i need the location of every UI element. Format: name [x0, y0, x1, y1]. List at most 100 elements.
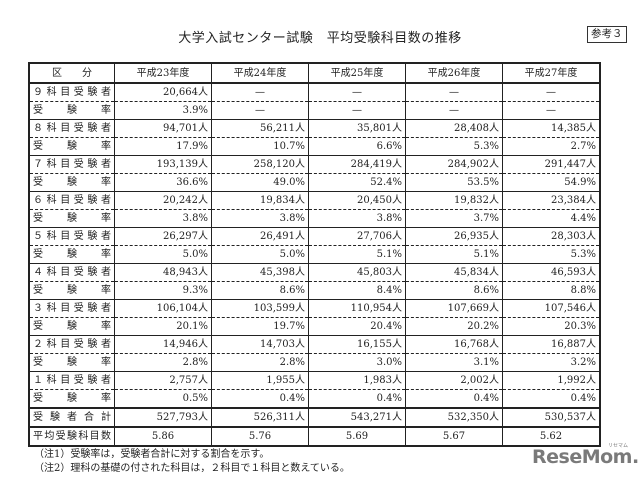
table-cell: — [502, 82, 601, 102]
table-cell: 5.3% [405, 137, 503, 156]
table-cell: 16,155人 [308, 335, 406, 354]
header-h23: 平成23年度 [114, 63, 212, 84]
row-label: ５科目受験者 [28, 227, 115, 246]
table-row: 受験率 36.6% 49.0% 52.4% 53.5% 54.9% [28, 173, 601, 192]
table-cell: 526,311人 [211, 407, 309, 427]
table-cell: 27,706人 [308, 227, 406, 246]
table-cell: 9.3% [114, 281, 212, 300]
table-cell: 2.8% [114, 353, 212, 372]
row-label: 受験率 [28, 137, 115, 156]
table-cell: 3.8% [114, 209, 212, 228]
header-h25: 平成25年度 [308, 63, 406, 84]
table-cell: 3.7% [405, 209, 503, 228]
table-cell: 3.1% [405, 353, 503, 372]
table-cell: 284,419人 [308, 155, 406, 174]
row-label: ２科目受験者 [28, 335, 115, 354]
table-cell: — [211, 82, 309, 102]
footnote-1: （注1）受験率は，受験者合計に対する割合を示す。 [34, 449, 270, 460]
table-cell: 19,832人 [405, 191, 503, 210]
table-cell: 3.8% [308, 209, 406, 228]
table-row: ４科目受験者 48,943人 45,398人 45,803人 45,834人 46,593… [28, 263, 601, 282]
table-cell: 94,701人 [114, 119, 212, 138]
table-cell: 36.6% [114, 173, 212, 192]
table-cell: 5.62 [502, 426, 601, 446]
table-cell: 20.2% [405, 317, 503, 336]
table-row: 受験率 3.9% — — — — [28, 101, 601, 120]
row-label: 受験率 [28, 245, 115, 264]
row-label: 受験率 [28, 101, 115, 120]
table-row: 受験者合計 527,793人 526,311人 543,271人 532,350人 530… [28, 407, 601, 427]
table-cell: 20.3% [502, 317, 601, 336]
table-cell: 28,408人 [405, 119, 503, 138]
table-cell: 53.5% [405, 173, 503, 192]
row-label: 受験率 [28, 317, 115, 336]
footnote-2: （注2）理科の基礎の付された科目は，２科目で１科目と数えている。 [34, 463, 350, 474]
table-cell: 5.1% [308, 245, 406, 264]
table-cell: 19,834人 [211, 191, 309, 210]
table-cell: 8.8% [502, 281, 601, 300]
row-label: ６科目受験者 [28, 191, 115, 210]
table-row: 受験率 2.8% 2.8% 3.0% 3.1% 3.2% [28, 353, 601, 372]
document-title: 大学入試センター試験 平均受験科目数の推移 [178, 31, 462, 46]
table-cell: 45,398人 [211, 263, 309, 282]
table-cell: 2,757人 [114, 371, 212, 390]
reference-badge: 参考３ [587, 26, 627, 43]
table-cell: 26,935人 [405, 227, 503, 246]
table-row: ６科目受験者 20,242人 19,834人 20,450人 19,832人 23,384… [28, 191, 601, 210]
table-cell: 2.8% [211, 353, 309, 372]
table-row: 受験率 5.0% 5.0% 5.1% 5.1% 5.3% [28, 245, 601, 264]
table-cell: 527,793人 [114, 407, 212, 427]
table-cell: 20.4% [308, 317, 406, 336]
table-cell: 26,297人 [114, 227, 212, 246]
logo-text: ReseMom. [532, 446, 639, 468]
table-cell: 0.5% [114, 389, 212, 408]
table-cell: 291,447人 [502, 155, 601, 174]
table-cell: 1,955人 [211, 371, 309, 390]
table-cell: 4.4% [502, 209, 601, 228]
header-h26: 平成26年度 [405, 63, 503, 84]
footnotes: （注1）受験率は，受験者合計に対する割合を示す。 （注2）理科の基礎の付された科… [34, 448, 350, 476]
table-cell: 3.2% [502, 353, 601, 372]
row-label: 受験者合計 [28, 407, 115, 427]
table-cell: 193,139人 [114, 155, 212, 174]
table-cell: — [308, 101, 406, 120]
table-cell: 16,887人 [502, 335, 601, 354]
table-row: 受験率 17.9% 10.7% 6.6% 5.3% 2.7% [28, 137, 601, 156]
table-row: 受験率 20.1% 19.7% 20.4% 20.2% 20.3% [28, 317, 601, 336]
table-cell: 54.9% [502, 173, 601, 192]
table-cell: 3.9% [114, 101, 212, 120]
table-row: 受験率 0.5% 0.4% 0.4% 0.4% 0.4% [28, 389, 601, 408]
table-cell: 2,002人 [405, 371, 503, 390]
table-row: 受験率 3.8% 3.8% 3.8% 3.7% 4.4% [28, 209, 601, 228]
table-cell: 20,450人 [308, 191, 406, 210]
table-cell: 5.3% [502, 245, 601, 264]
row-label: ７科目受験者 [28, 155, 115, 174]
table-cell: 45,803人 [308, 263, 406, 282]
table-cell: 6.6% [308, 137, 406, 156]
header-h27: 平成27年度 [502, 63, 601, 84]
table-cell: 5.67 [405, 426, 503, 446]
row-label: ８科目受験者 [28, 119, 115, 138]
table-row: 平均受験科目数 5.86 5.76 5.69 5.67 5.62 [28, 426, 601, 446]
table-cell: 5.0% [211, 245, 309, 264]
table-cell: 52.4% [308, 173, 406, 192]
table-cell: 284,902人 [405, 155, 503, 174]
table-header-row: 区 分 平成23年度 平成24年度 平成25年度 平成26年度 平成27年度 [28, 63, 601, 84]
table-row: ７科目受験者 193,139人 258,120人 284,419人 284,902人 29… [28, 155, 601, 174]
table-cell: 5.1% [405, 245, 503, 264]
table-cell: 26,491人 [211, 227, 309, 246]
table-cell: 107,546人 [502, 299, 601, 318]
table-row: ３科目受験者 106,104人 103,599人 110,954人 107,669人 10… [28, 299, 601, 318]
table-cell: 2.7% [502, 137, 601, 156]
table-cell: — [308, 82, 406, 102]
row-label: ４科目受験者 [28, 263, 115, 282]
header-category: 区 分 [28, 63, 115, 84]
table-cell: 20,242人 [114, 191, 212, 210]
table-cell: 20,664人 [114, 82, 212, 102]
table-cell: 45,834人 [405, 263, 503, 282]
table-cell: 110,954人 [308, 299, 406, 318]
table-cell: 56,211人 [211, 119, 309, 138]
table-cell: 530,537人 [502, 407, 601, 427]
table-cell: 543,271人 [308, 407, 406, 427]
table-cell: 103,599人 [211, 299, 309, 318]
